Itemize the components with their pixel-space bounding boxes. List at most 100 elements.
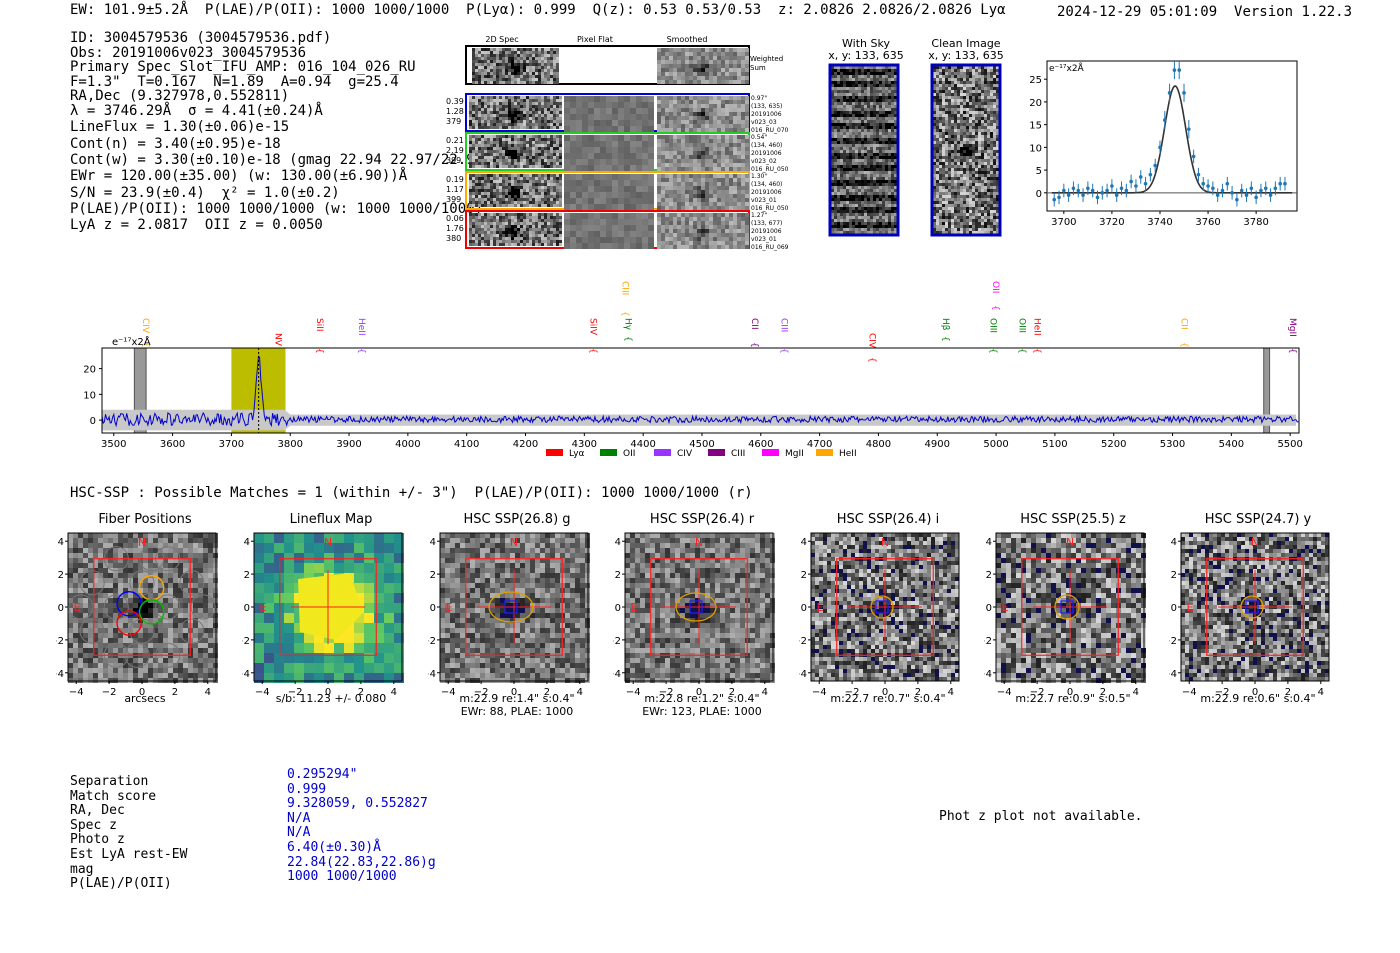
pixel — [502, 159, 505, 162]
pixel — [737, 52, 741, 56]
pixel — [831, 210, 834, 213]
pixel — [673, 64, 677, 68]
pixel — [526, 222, 529, 225]
pixel — [855, 192, 858, 195]
pixel — [673, 76, 677, 80]
pixel — [657, 178, 661, 182]
pixel — [523, 189, 526, 192]
pixel — [725, 100, 729, 104]
pixel — [487, 66, 490, 69]
pixel — [505, 186, 508, 189]
pixel — [745, 135, 749, 139]
pixel — [576, 126, 582, 132]
pixel — [849, 75, 852, 78]
pixel — [484, 81, 487, 84]
pixel — [713, 60, 717, 64]
pixel — [606, 165, 612, 171]
pixel — [514, 222, 517, 225]
pixel — [478, 75, 481, 78]
pixel — [517, 48, 520, 51]
pixel — [960, 72, 963, 75]
pixel — [661, 225, 665, 229]
pixel — [717, 96, 721, 100]
pixel — [526, 114, 529, 117]
pixel — [556, 54, 559, 57]
pixel — [939, 114, 942, 117]
pixel — [733, 80, 737, 84]
pixel — [594, 147, 600, 153]
pixel — [496, 189, 499, 192]
pixel — [693, 233, 697, 237]
pixel — [741, 80, 745, 84]
pixel — [469, 198, 472, 201]
pixel — [544, 114, 547, 117]
pixel — [529, 156, 532, 159]
pixel — [475, 63, 478, 66]
pixel — [556, 72, 559, 75]
pixel — [499, 177, 502, 180]
pixel — [888, 204, 891, 207]
pixel — [987, 90, 990, 93]
pixel — [894, 162, 897, 165]
pixel — [867, 231, 870, 234]
pixel — [888, 99, 891, 102]
pixel — [870, 231, 873, 234]
pixel — [733, 56, 737, 60]
pixel — [665, 116, 669, 120]
pixel — [741, 198, 745, 202]
pixel — [840, 204, 843, 207]
pixel — [745, 167, 749, 171]
pixel — [846, 87, 849, 90]
pixel — [618, 114, 624, 120]
pixel — [733, 229, 737, 233]
pixel — [481, 183, 484, 186]
pixel — [873, 165, 876, 168]
pixel — [661, 151, 665, 155]
pixel — [733, 233, 737, 237]
pixel — [665, 202, 669, 206]
pixel — [942, 114, 945, 117]
pixel — [673, 120, 677, 124]
pixel — [550, 105, 553, 108]
pixel — [547, 198, 550, 201]
pixel — [885, 180, 888, 183]
pixel — [576, 114, 582, 120]
pixel — [717, 174, 721, 178]
pixel — [981, 66, 984, 69]
weighted-label: Sum — [750, 64, 766, 72]
pixel — [600, 243, 606, 249]
pixel — [725, 116, 729, 120]
pixel — [478, 180, 481, 183]
pixel — [499, 111, 502, 114]
pixel — [669, 96, 673, 100]
pixel — [849, 72, 852, 75]
pixel — [685, 116, 689, 120]
pixel — [894, 108, 897, 111]
pixel — [657, 241, 661, 245]
pixel — [469, 219, 472, 222]
pixel — [705, 72, 709, 76]
pixel — [876, 111, 879, 114]
pixel — [996, 102, 999, 105]
pixel — [969, 90, 972, 93]
pixel — [478, 81, 481, 84]
pixel — [697, 159, 701, 163]
pixel — [942, 69, 945, 72]
pixel — [469, 174, 472, 177]
pixel — [481, 231, 484, 234]
pixel — [520, 66, 523, 69]
pixel — [846, 159, 849, 162]
pixel — [556, 111, 559, 114]
pixel — [493, 219, 496, 222]
pixel — [709, 245, 713, 249]
pixel — [855, 87, 858, 90]
pixel — [954, 105, 957, 108]
pixel — [553, 183, 556, 186]
info-line: Cont(w) = 3.30(±0.10)e-18 (gmag 22.94 22… — [70, 151, 492, 168]
pixel — [517, 198, 520, 201]
pixel — [831, 81, 834, 84]
pixel — [849, 78, 852, 81]
pixel — [709, 143, 713, 147]
pixel — [717, 120, 721, 124]
pixel — [870, 219, 873, 222]
